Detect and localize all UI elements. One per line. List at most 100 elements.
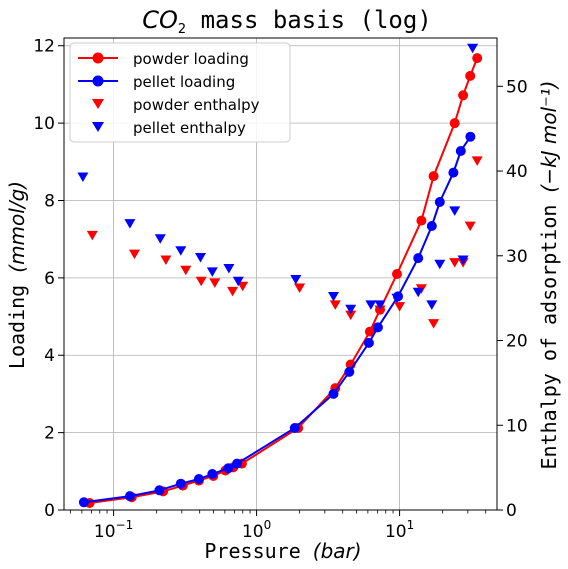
legend-marker-pellet-enthalpy — [92, 122, 104, 132]
legend-item-powder-loading: powder loading — [78, 50, 249, 68]
data-point-powder-enthalpy — [180, 265, 192, 276]
y-axis-right-label: Enthalpy of adsorption (−kJ mol⁻¹) — [537, 80, 561, 469]
legend-box — [69, 42, 291, 143]
data-point-powder-loading — [449, 118, 460, 129]
data-point-powder-loading — [458, 90, 469, 101]
y-left-tick-label: 6 — [44, 269, 55, 289]
legend-item-pellet-loading: pellet loading — [78, 73, 235, 91]
data-point-pellet-enthalpy — [391, 293, 403, 304]
data-point-powder-loading — [472, 53, 483, 64]
y-right-tick-label: 30 — [506, 247, 528, 267]
series-pellet-loading — [78, 131, 476, 508]
data-point-pellet-enthalpy — [412, 287, 424, 298]
data-point-powder-enthalpy — [237, 281, 249, 292]
data-point-pellet-enthalpy — [365, 300, 377, 310]
data-point-pellet-loading — [363, 337, 374, 348]
legend-marker-pellet-loading — [92, 75, 104, 87]
data-point-powder-enthalpy — [294, 283, 306, 293]
series-powder-enthalpy — [86, 156, 483, 329]
y-axis-left-label: Loading (mmol/g) — [5, 181, 29, 369]
y-left-tick-label: 8 — [44, 191, 55, 211]
data-point-powder-enthalpy — [449, 258, 461, 268]
data-point-powder-loading — [465, 70, 476, 81]
series-layer — [77, 43, 483, 508]
data-point-pellet-enthalpy — [154, 234, 166, 244]
data-point-pellet-loading — [434, 197, 445, 207]
legend-label-pellet-loading: pellet loading — [133, 73, 235, 91]
data-point-pellet-loading — [465, 131, 476, 142]
data-point-pellet-loading — [207, 469, 218, 479]
data-point-pellet-loading — [328, 388, 339, 399]
data-point-powder-enthalpy — [464, 221, 476, 232]
data-point-powder-loading — [392, 269, 402, 279]
data-point-pellet-loading — [193, 474, 204, 484]
legend-label-pellet-enthalpy: pellet enthalpy — [133, 119, 246, 137]
data-point-powder-loading — [428, 171, 439, 182]
data-point-pellet-enthalpy — [328, 292, 339, 302]
data-point-pellet-loading — [344, 366, 355, 377]
data-point-powder-enthalpy — [227, 286, 239, 297]
data-point-powder-enthalpy — [374, 305, 386, 315]
legend-item-powder-enthalpy: powder enthalpy — [92, 96, 260, 114]
y-right-tick-label: 40 — [506, 162, 528, 182]
data-point-powder-loading — [364, 326, 375, 337]
data-point-pellet-loading — [372, 322, 383, 333]
data-point-powder-enthalpy — [394, 302, 406, 312]
series-pellet-enthalpy — [77, 43, 479, 315]
y-left-tick-label: 12 — [33, 37, 55, 57]
data-point-pellet-enthalpy — [449, 206, 461, 216]
data-point-powder-enthalpy — [329, 300, 341, 310]
data-point-pellet-loading — [426, 221, 437, 231]
data-point-powder-enthalpy — [471, 156, 483, 166]
data-point-pellet-loading — [124, 491, 135, 502]
data-point-pellet-loading — [455, 146, 466, 156]
data-point-pellet-enthalpy — [374, 300, 386, 310]
x-tick-label: 100 — [242, 518, 271, 542]
data-point-pellet-loading — [232, 458, 242, 469]
data-point-pellet-enthalpy — [223, 264, 235, 274]
y-right-tick-label: 20 — [506, 332, 528, 352]
data-point-pellet-loading — [175, 478, 186, 489]
data-point-pellet-enthalpy — [77, 172, 89, 182]
legend: powder loading pellet loading powder ent… — [69, 42, 291, 143]
data-point-powder-enthalpy — [195, 276, 207, 287]
data-point-pellet-enthalpy — [426, 300, 438, 310]
legend-marker-powder-loading — [92, 52, 104, 64]
data-point-pellet-loading — [448, 167, 459, 178]
data-point-pellet-enthalpy — [434, 259, 446, 270]
data-point-pellet-loading — [289, 423, 300, 433]
data-point-pellet-loading — [78, 497, 89, 508]
chart-title: CO2 mass basis (log) — [142, 6, 432, 37]
axes — [58, 37, 503, 516]
data-point-powder-enthalpy — [209, 278, 221, 288]
legend-label-powder-loading: powder loading — [133, 50, 249, 68]
data-point-pellet-enthalpy — [175, 246, 187, 256]
y-right-tick-label: 10 — [506, 416, 528, 436]
data-point-pellet-enthalpy — [467, 43, 479, 54]
legend-label-powder-enthalpy: powder enthalpy — [133, 96, 260, 114]
data-point-powder-enthalpy — [428, 319, 440, 329]
data-point-pellet-loading — [154, 485, 165, 496]
data-point-pellet-enthalpy — [457, 255, 469, 265]
x-tick-label: 101 — [385, 518, 414, 542]
data-point-pellet-enthalpy — [290, 275, 302, 285]
data-point-pellet-enthalpy — [232, 276, 244, 287]
data-point-powder-enthalpy — [129, 249, 140, 260]
legend-item-pellet-enthalpy: pellet enthalpy — [92, 119, 246, 137]
legend-marker-powder-enthalpy — [92, 99, 104, 109]
y-left-tick-label: 4 — [44, 346, 55, 366]
plot-frame — [63, 37, 498, 511]
x-axis-label: Pressure (bar) — [204, 539, 361, 563]
data-point-powder-enthalpy — [86, 230, 98, 241]
data-point-pellet-loading — [413, 253, 424, 264]
data-point-pellet-enthalpy — [345, 304, 357, 315]
y-left-tick-label: 0 — [44, 501, 55, 521]
x-tick-label: 10−1 — [94, 518, 133, 542]
tick-labels: 10−1 100 101 0 2 4 6 8 10 12 0 10 20 30 40 50 — [33, 37, 527, 542]
y-right-tick-label: 0 — [506, 501, 517, 521]
data-point-powder-enthalpy — [160, 255, 172, 265]
data-point-pellet-loading — [223, 463, 234, 474]
y-left-tick-label: 10 — [33, 114, 55, 134]
data-point-pellet-enthalpy — [195, 253, 206, 263]
data-point-powder-loading — [416, 215, 427, 226]
